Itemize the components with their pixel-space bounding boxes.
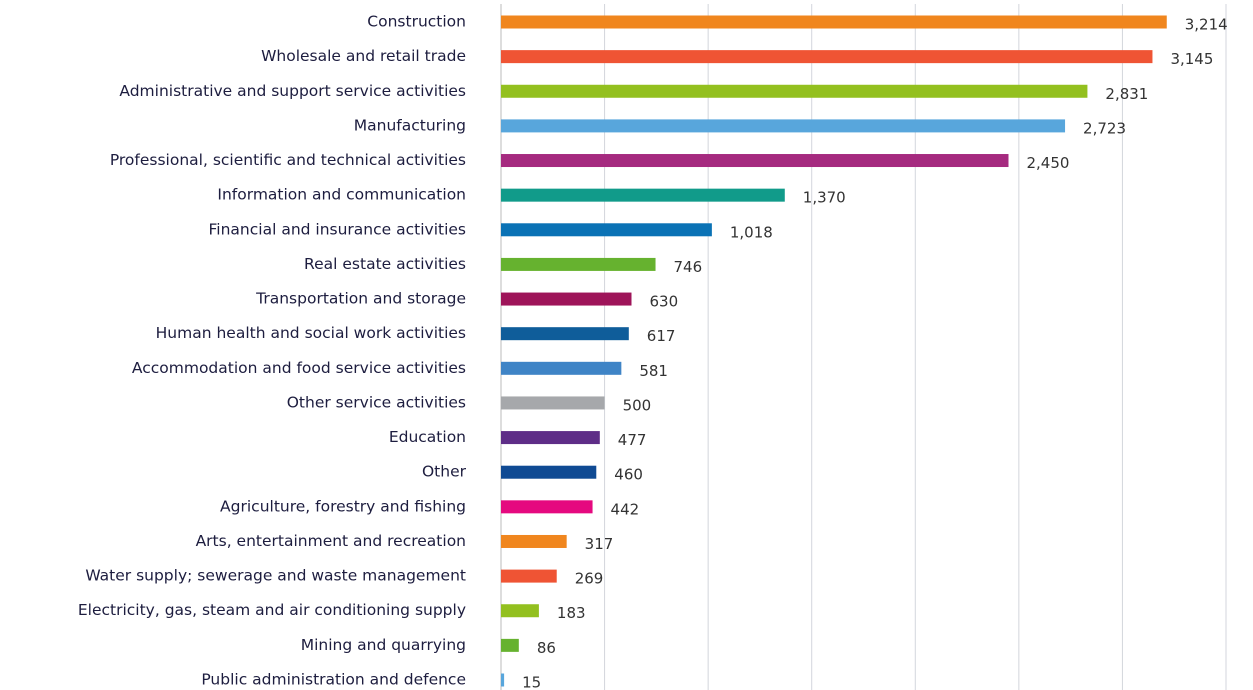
value-label: 617 xyxy=(647,327,676,345)
bar xyxy=(501,534,567,548)
category-label: Education xyxy=(389,428,466,446)
value-label: 1,018 xyxy=(730,223,773,241)
category-label: Information and communication xyxy=(217,186,466,204)
category-label: Administrative and support service activ… xyxy=(119,82,466,100)
category-label: Arts, entertainment and recreation xyxy=(196,532,466,550)
category-label: Professional, scientific and technical a… xyxy=(110,151,466,169)
category-label: Agriculture, forestry and fishing xyxy=(220,497,466,515)
category-label: Public administration and defence xyxy=(201,671,466,689)
category-label: Electricity, gas, steam and air conditio… xyxy=(78,601,466,619)
category-label: Construction xyxy=(367,13,466,31)
value-label: 183 xyxy=(557,604,586,622)
category-label: Transportation and storage xyxy=(255,290,466,308)
value-label: 477 xyxy=(618,431,647,449)
bar xyxy=(501,604,539,618)
bar xyxy=(501,292,632,306)
category-label: Wholesale and retail trade xyxy=(261,47,466,65)
category-label: Water supply; sewerage and waste managem… xyxy=(85,567,466,585)
value-label: 3,214 xyxy=(1185,16,1228,34)
value-label: 630 xyxy=(650,293,679,311)
value-label: 2,723 xyxy=(1083,119,1126,137)
bar xyxy=(501,396,605,410)
bar xyxy=(501,257,656,271)
bar xyxy=(501,119,1066,133)
bar xyxy=(501,500,593,514)
value-label: 500 xyxy=(623,396,652,414)
bar xyxy=(501,431,600,445)
category-label: Human health and social work activities xyxy=(156,324,466,342)
value-label: 746 xyxy=(674,258,703,276)
bar xyxy=(501,188,785,202)
value-label: 2,831 xyxy=(1105,85,1148,103)
bar xyxy=(501,15,1167,29)
bar xyxy=(501,638,519,652)
category-label: Financial and insurance activities xyxy=(209,220,466,238)
category-label: Other service activities xyxy=(287,393,466,411)
category-label: Manufacturing xyxy=(354,116,466,134)
value-label: 269 xyxy=(575,570,604,588)
bar xyxy=(501,361,622,375)
bar xyxy=(501,327,629,341)
value-label: 15 xyxy=(522,674,541,690)
category-label: Mining and quarrying xyxy=(301,636,466,654)
bar xyxy=(501,673,505,687)
value-label: 1,370 xyxy=(803,189,846,207)
value-label: 317 xyxy=(585,535,614,553)
category-label: Real estate activities xyxy=(304,255,466,273)
bar xyxy=(501,154,1009,168)
value-label: 460 xyxy=(614,466,643,484)
bar xyxy=(501,569,557,583)
value-label: 2,450 xyxy=(1027,154,1070,172)
value-label: 3,145 xyxy=(1170,50,1213,68)
value-label: 581 xyxy=(639,362,668,380)
value-label: 86 xyxy=(537,639,556,657)
category-label: Other xyxy=(422,463,467,481)
category-label: Accommodation and food service activitie… xyxy=(132,359,466,377)
bar xyxy=(501,50,1153,64)
bar xyxy=(501,223,712,237)
bar xyxy=(501,465,597,479)
value-label: 442 xyxy=(611,500,640,518)
bar xyxy=(501,84,1088,98)
